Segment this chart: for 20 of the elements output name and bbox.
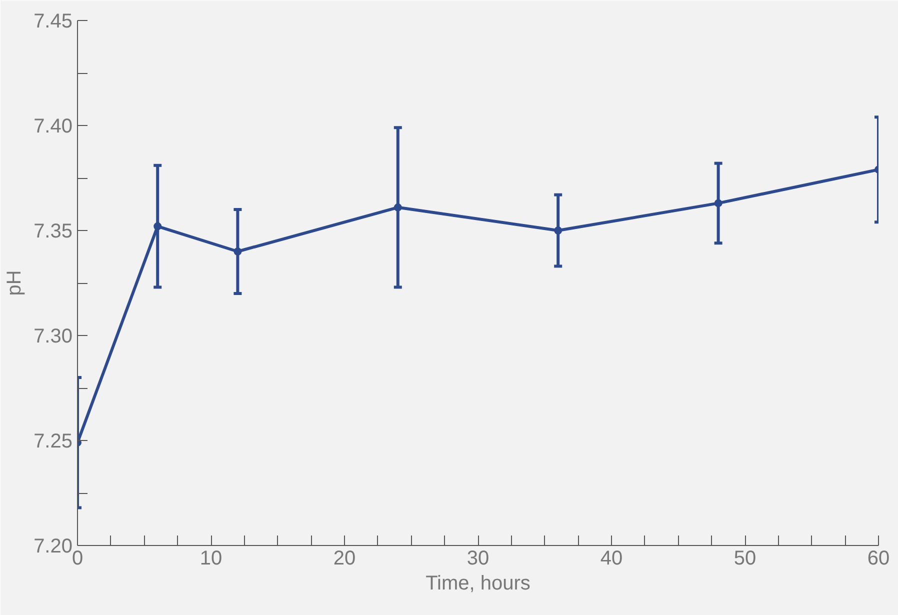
- y-tick-label: 7.30: [34, 326, 73, 348]
- point: [154, 222, 162, 230]
- y-axis-title: pH: [4, 270, 26, 296]
- y-tick-label: 7.40: [34, 116, 73, 138]
- x-axis-title: Time, hours: [426, 572, 530, 594]
- point: [714, 199, 722, 208]
- y-tick-label: 7.45: [34, 10, 73, 32]
- x-tick-label: 60: [867, 548, 890, 570]
- point: [234, 248, 242, 256]
- point: [554, 226, 562, 234]
- x-tick-label: 40: [600, 548, 623, 570]
- y-tick-label: 7.35: [34, 220, 73, 242]
- x-tick-label: 50: [734, 548, 756, 570]
- point: [394, 203, 402, 212]
- x-tick-label: 20: [333, 548, 356, 570]
- x-tick-label: 30: [466, 548, 490, 570]
- y-tick-label: 7.20: [34, 536, 73, 558]
- y-tick-label: 7.25: [34, 430, 73, 452]
- x-tick-label: 10: [200, 548, 222, 570]
- x-tick-label: 0: [72, 548, 84, 570]
